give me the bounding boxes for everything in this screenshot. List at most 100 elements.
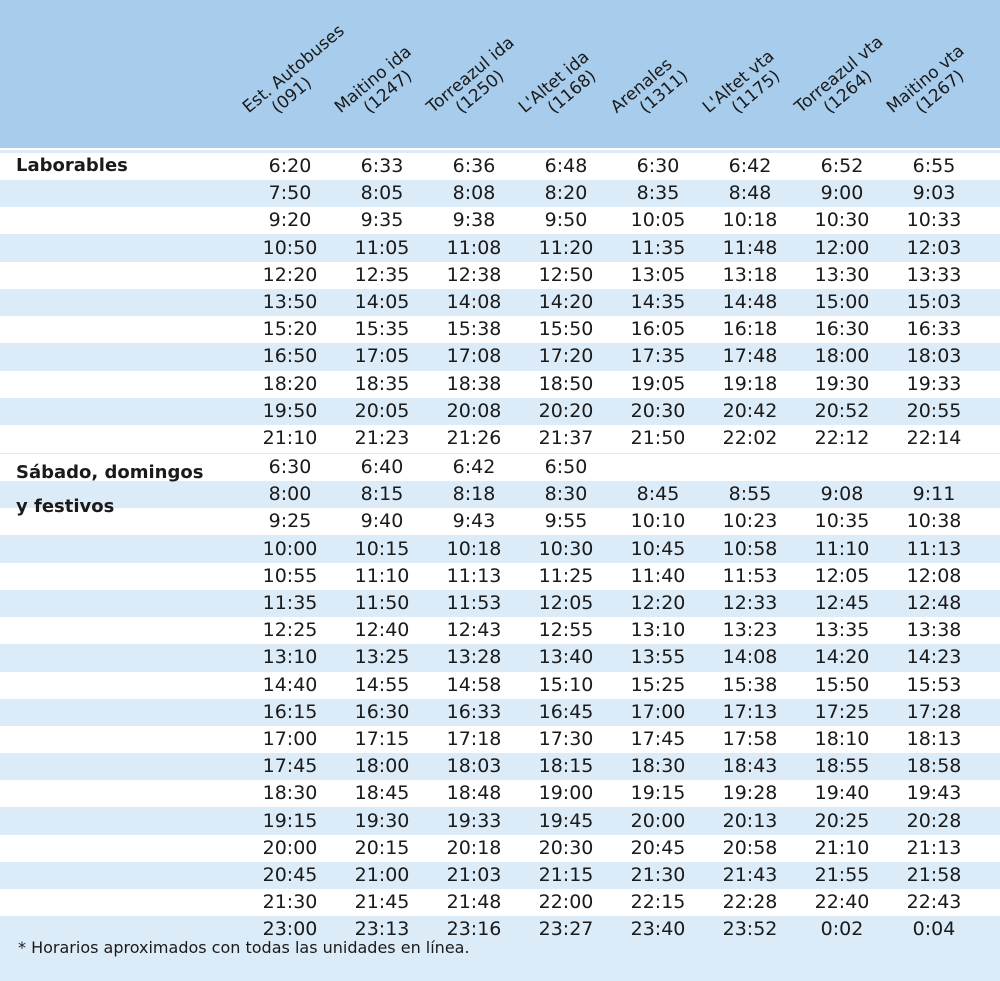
time-cell: 21:10 (814, 836, 870, 859)
time-cell: 11:40 (630, 564, 686, 587)
time-cell: 11:10 (354, 564, 410, 587)
time-cell: 11:05 (354, 236, 410, 259)
time-cell: 13:10 (630, 619, 686, 642)
time-cell (704, 454, 796, 481)
column-header: L'Altet vta (1175) (699, 6, 796, 146)
time-cell: 13:18 (722, 263, 778, 286)
time-cell: 9:55 (544, 510, 588, 533)
time-cell: 13:10 (262, 646, 318, 669)
time-cell: 10:33 (906, 209, 962, 232)
time-cell: 12:40 (354, 619, 410, 642)
time-cell: 17:13 (722, 700, 778, 723)
time-cell: 13:50 (262, 291, 318, 313)
time-cell: 16:33 (906, 318, 962, 341)
time-cell: 23:40 (630, 918, 686, 941)
table-row: 10:55 11:10 11:13 11:25 11:40 11:53 12:05 12:08 (0, 562, 1000, 590)
time-cell: 17:08 (446, 345, 502, 368)
time-cell: 11:35 (262, 592, 318, 614)
time-cell: 20:05 (354, 399, 410, 422)
time-cell: 19:43 (906, 782, 962, 805)
column-header: Torreazul ida (1250) (423, 6, 520, 146)
time-cell: 8:45 (636, 483, 680, 506)
time-cell: 9:25 (268, 510, 312, 533)
time-cell: 9:35 (360, 209, 404, 232)
time-cell: 12:35 (354, 263, 410, 286)
time-cell: 10:00 (262, 537, 318, 560)
time-cell (796, 454, 888, 481)
footnote: * Horarios aproximados con todas las uni… (18, 938, 470, 957)
time-cell: 13:30 (814, 263, 870, 286)
header-divider (0, 148, 1000, 150)
table-row: 21:30 21:45 21:48 22:00 22:15 22:28 22:40 22:43 (0, 889, 1000, 917)
time-cell: 10:38 (906, 510, 962, 533)
time-cell: 11:13 (906, 537, 962, 560)
time-cell: 19:30 (354, 809, 410, 832)
time-cell: 9:03 (912, 182, 956, 205)
time-cell: 15:00 (814, 291, 870, 313)
time-cell: 10:05 (630, 209, 686, 232)
time-cell: 23:13 (354, 918, 410, 941)
time-cell: 6:30 (268, 456, 312, 478)
time-cell: 19:30 (814, 372, 870, 395)
time-cell: 12:20 (262, 263, 318, 286)
time-cell: 8:18 (452, 483, 496, 506)
time-cell: 12:48 (906, 592, 962, 614)
time-cell: 17:35 (630, 345, 686, 368)
time-cell: 19:50 (262, 399, 318, 422)
time-cell: 23:27 (538, 918, 594, 941)
time-cell: 17:20 (538, 345, 594, 368)
time-cell: 11:13 (446, 564, 502, 587)
time-cell: 12:38 (446, 263, 502, 286)
time-cell: 6:50 (544, 456, 588, 478)
time-cell: 20:45 (630, 836, 686, 859)
time-cell: 12:55 (538, 619, 594, 642)
time-cell: 11:20 (538, 236, 594, 259)
time-cell: 19:40 (814, 782, 870, 805)
time-cell: 22:14 (906, 427, 962, 449)
time-cell: 21:30 (630, 864, 686, 886)
time-cell: 20:45 (262, 864, 318, 886)
time-cell: 18:30 (630, 755, 686, 778)
time-cell: 23:16 (446, 918, 502, 941)
time-cell: 18:00 (814, 345, 870, 368)
table-row: 11:35 11:50 11:53 12:05 12:20 12:33 12:45 12:48 (0, 590, 1000, 617)
time-cell: 6:48 (544, 155, 588, 177)
time-cell: 10:50 (262, 236, 318, 259)
table-row: 13:50 14:05 14:08 14:20 14:35 14:48 15:00 15:03 (0, 289, 1000, 316)
table-row: 6:20 6:33 6:36 6:48 6:30 6:42 6:52 6:55 (0, 153, 1000, 180)
time-cell: 6:40 (360, 456, 404, 478)
time-cell: 11:53 (446, 592, 502, 614)
time-cell: 18:20 (262, 372, 318, 395)
time-cell: 19:33 (446, 809, 502, 832)
time-cell: 20:55 (906, 399, 962, 422)
time-cell: 19:45 (538, 809, 594, 832)
time-cell: 15:20 (262, 318, 318, 341)
table-row: 20:45 21:00 21:03 21:15 21:30 21:43 21:55 21:58 (0, 862, 1000, 889)
table-row: 17:00 17:15 17:18 17:30 17:45 17:58 18:10 18:13 (0, 726, 1000, 753)
time-cell: 16:30 (814, 318, 870, 341)
time-cell: 8:35 (636, 182, 680, 205)
time-cell: 20:42 (722, 399, 778, 422)
time-cell: 10:18 (722, 209, 778, 232)
time-cell: 23:00 (262, 918, 318, 941)
time-cell: 17:28 (906, 700, 962, 723)
time-cell: 21:48 (446, 891, 502, 914)
time-cell: 14:20 (538, 291, 594, 313)
time-cell: 12:08 (906, 564, 962, 587)
time-cell: 9:50 (544, 209, 588, 232)
time-cell: 14:08 (446, 291, 502, 313)
time-cell: 15:35 (354, 318, 410, 341)
time-cell: 18:10 (814, 728, 870, 750)
time-cell: 14:20 (814, 646, 870, 669)
time-cell: 17:05 (354, 345, 410, 368)
time-cell: 21:50 (630, 427, 686, 449)
time-cell: 17:45 (630, 728, 686, 750)
time-cell: 12:33 (722, 592, 778, 614)
time-cell: 9:11 (912, 483, 956, 506)
time-cell: 15:50 (814, 673, 870, 696)
time-cell: 21:13 (906, 836, 962, 859)
time-cell: 19:28 (722, 782, 778, 805)
time-cell: 17:25 (814, 700, 870, 723)
time-cell: 6:55 (912, 155, 956, 177)
time-cell: 21:30 (262, 891, 318, 914)
